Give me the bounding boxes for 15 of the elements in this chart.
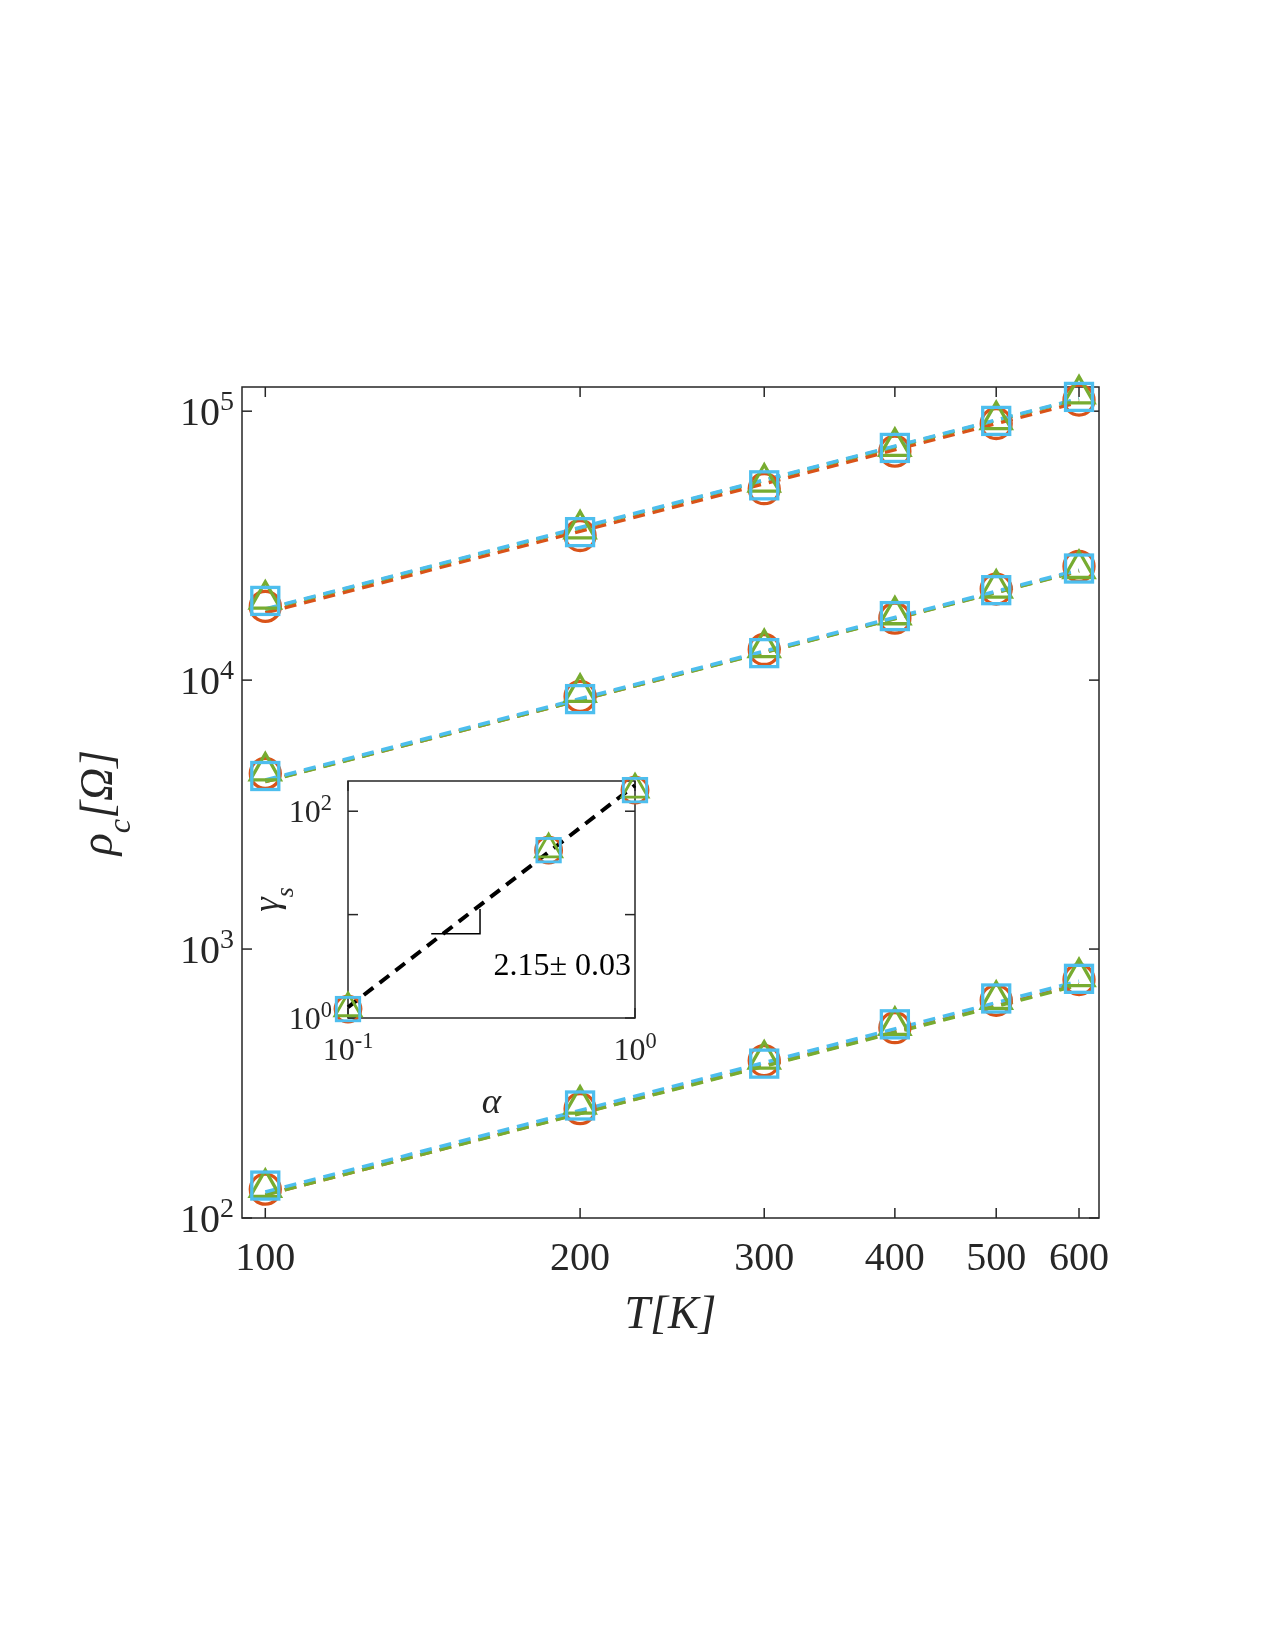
x-tick-label: 200 [550,1234,611,1279]
y-tick-label: 10$^{5}$ [180,384,234,435]
y-tick-label: 10$^{2}$ [180,1191,234,1241]
x-axis-title: α [481,1080,502,1121]
x-tick-label: 10$^{-1}$ [322,1027,374,1067]
x-tick-label: 400 [864,1234,925,1279]
x-tick-label: 600 [1049,1234,1110,1279]
x-tick-label: 300 [734,1234,795,1279]
y-tick-label: 10$^{4}$ [180,653,234,704]
y-tick-label: 10$^{2}$ [288,789,332,830]
x-axis-title: T[K] [624,1287,717,1338]
y-tick-label: 10$^{3}$ [180,922,234,973]
annotation: 2.15± 0.03 [493,946,631,983]
x-tick-label: 100 [235,1234,296,1279]
x-tick-label: 500 [966,1234,1027,1279]
